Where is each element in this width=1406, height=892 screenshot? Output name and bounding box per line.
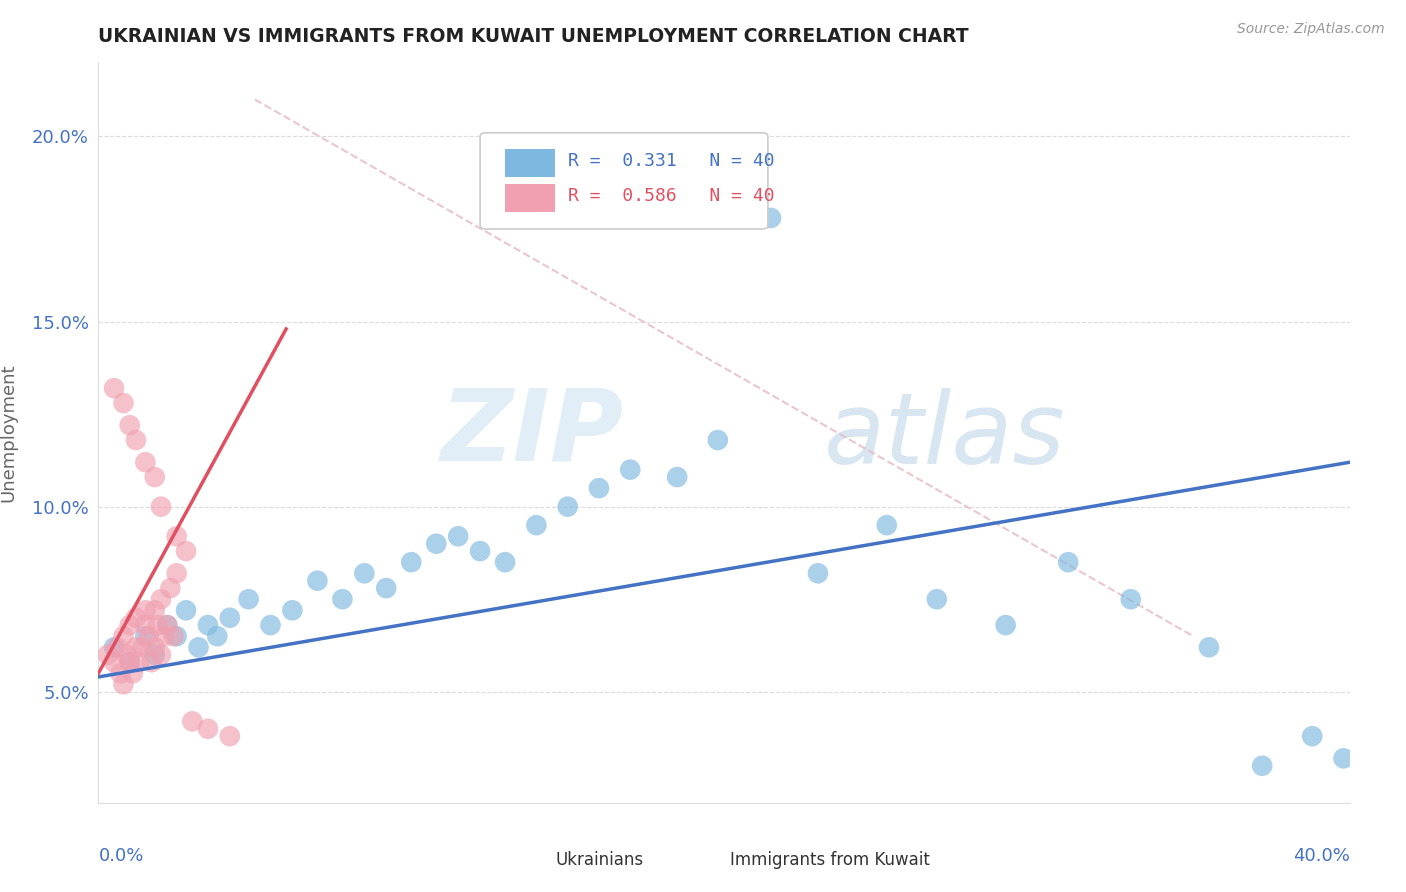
Point (143, 470, 166, 484)
Point (207, 629, 229, 643)
Point (187, 640, 209, 655)
Point (707, 433, 730, 447)
Point (112, 629, 135, 643)
Text: R =  0.331   N = 40: R = 0.331 N = 40 (568, 152, 775, 170)
Bar (505, 149, 555, 178)
Point (125, 610, 148, 624)
Text: 40.0%: 40.0% (1294, 847, 1350, 865)
Point (1301, 729, 1323, 743)
Text: 0.0%: 0.0% (98, 847, 143, 865)
Point (103, 381, 125, 395)
Point (153, 629, 176, 643)
Point (1198, 640, 1220, 655)
Point (197, 722, 219, 736)
Text: Immigrants from Kuwait: Immigrants from Kuwait (730, 851, 931, 869)
Point (159, 581, 181, 595)
Point (118, 418, 141, 433)
FancyBboxPatch shape (479, 133, 768, 229)
Point (103, 655, 125, 669)
Point (134, 603, 156, 617)
Point (97, 648, 120, 662)
Point (468, 544, 491, 558)
Point (128, 655, 150, 669)
Y-axis label: Unemployment: Unemployment (0, 363, 18, 502)
Point (166, 629, 188, 643)
Point (174, 603, 197, 617)
Point (156, 618, 179, 632)
Point (218, 729, 240, 743)
Point (112, 677, 135, 691)
Point (447, 529, 470, 543)
Point (162, 629, 184, 643)
Text: UKRAINIAN VS IMMIGRANTS FROM KUWAIT UNEMPLOYMENT CORRELATION CHART: UKRAINIAN VS IMMIGRANTS FROM KUWAIT UNEM… (98, 27, 969, 45)
Point (105, 640, 128, 655)
Point (118, 655, 141, 669)
Point (138, 629, 160, 643)
Bar (524, 840, 551, 862)
Point (181, 714, 204, 729)
Text: Source: ZipAtlas.com: Source: ZipAtlas.com (1237, 22, 1385, 37)
Point (143, 648, 166, 662)
Point (307, 574, 329, 588)
Point (994, 618, 1017, 632)
Point (134, 455, 156, 469)
Point (146, 618, 169, 632)
Point (494, 555, 516, 569)
Point (807, 566, 830, 581)
Point (134, 618, 156, 632)
Point (150, 592, 173, 607)
Point (150, 500, 173, 514)
Point (131, 640, 153, 655)
Point (588, 481, 610, 495)
Point (353, 566, 375, 581)
Point (401, 555, 423, 569)
Text: atlas: atlas (824, 388, 1066, 485)
Point (150, 648, 173, 662)
Point (166, 529, 188, 543)
Point (121, 666, 143, 681)
Point (143, 603, 166, 617)
Point (125, 640, 148, 655)
Bar (703, 840, 730, 862)
Point (218, 610, 240, 624)
Point (1057, 555, 1080, 569)
Point (1251, 758, 1274, 772)
Point (110, 666, 132, 681)
Point (1333, 751, 1355, 765)
Point (557, 500, 579, 514)
Point (166, 566, 188, 581)
Point (115, 648, 138, 662)
Text: R =  0.586   N = 40: R = 0.586 N = 40 (568, 186, 775, 205)
Point (118, 618, 141, 632)
Point (125, 433, 148, 447)
Point (118, 655, 141, 669)
Point (141, 655, 163, 669)
Point (112, 396, 135, 410)
Point (259, 618, 281, 632)
Point (925, 592, 948, 607)
Point (666, 470, 689, 484)
Point (375, 581, 398, 595)
Point (1119, 592, 1142, 607)
Point (526, 518, 548, 533)
Point (876, 518, 898, 533)
Point (134, 629, 156, 643)
Point (103, 640, 125, 655)
Point (174, 544, 197, 558)
Point (281, 603, 304, 617)
Text: Ukrainians: Ukrainians (555, 851, 644, 869)
Point (238, 592, 260, 607)
Bar (505, 184, 555, 212)
Point (619, 462, 641, 476)
Point (156, 618, 179, 632)
Text: ZIP: ZIP (441, 384, 624, 481)
Point (143, 640, 166, 655)
Point (425, 536, 447, 550)
Point (197, 618, 219, 632)
Point (332, 592, 354, 607)
Point (759, 211, 782, 225)
